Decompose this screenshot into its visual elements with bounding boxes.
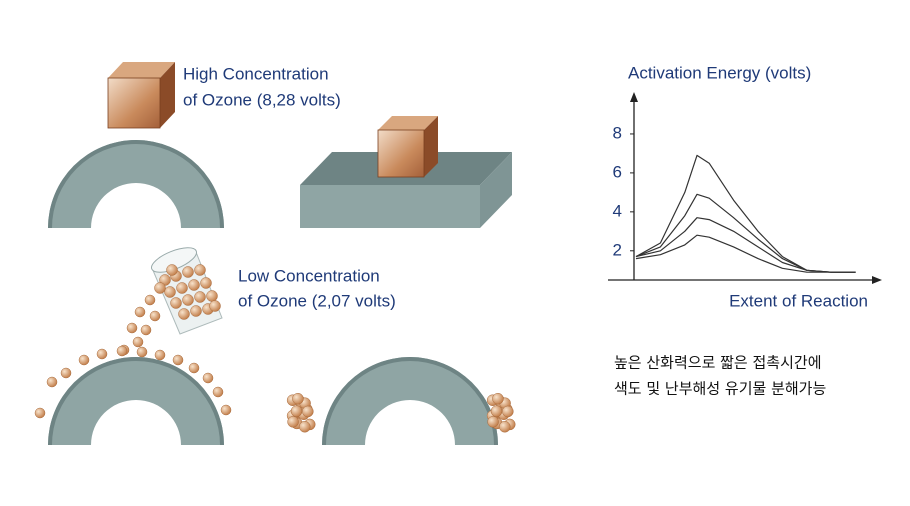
particle [154,282,166,294]
particle [188,362,200,374]
particle [194,291,206,303]
chart: Activation Energy (volts) Extent of Reac… [608,63,882,310]
particle [164,286,176,298]
label: of Ozone (8,28 volts) [183,90,341,109]
particle [492,392,504,405]
y-tick-label: 6 [613,162,622,181]
axis-arrow [630,92,638,102]
particle [502,405,514,418]
particle [499,420,511,433]
particle [299,420,311,433]
y-tick-label: 2 [613,240,622,259]
particle [182,294,194,306]
y-tick-label: 8 [613,123,622,142]
particle [170,297,182,309]
particle [490,405,503,417]
particle [287,416,299,428]
particle [178,308,190,320]
label: of Ozone (2,07 volts) [238,291,396,310]
particle [200,277,212,289]
particle [194,264,206,276]
y-tick-label: 4 [613,201,622,220]
slab [300,152,512,228]
particle [116,345,128,357]
particles [34,264,516,433]
particle [182,266,194,278]
cube [107,62,175,129]
particle [220,404,232,416]
curve [635,234,856,273]
curve [635,217,856,273]
axis-arrow [872,276,882,284]
y-axis-title: Activation Energy (volts) [628,63,811,82]
note: 색도 및 난부해성 유기물 분해가능 [614,380,826,398]
particle [140,324,152,336]
particle [34,407,46,419]
particle [302,405,314,418]
particle [188,279,200,291]
particle [46,376,58,388]
x-axis-title: Extent of Reaction [729,291,868,310]
particle [154,349,166,361]
particle [290,405,303,417]
particle [166,264,178,276]
cube [377,116,438,178]
arch [48,140,224,228]
particle [209,300,221,312]
arch [48,357,224,445]
particle [487,416,499,428]
arch [322,357,498,445]
curve [635,193,856,273]
curve [635,154,856,273]
label: Low Concentration [238,266,380,285]
particle [172,354,184,366]
particle [149,310,161,322]
particle [212,386,224,398]
particle [176,282,188,294]
particle [126,322,138,334]
particle [132,336,144,348]
particle [96,348,108,360]
particle [78,354,90,366]
particle [60,367,72,379]
particle [206,290,218,302]
particle [190,305,202,317]
label: High Concentration [183,64,329,83]
particle [202,372,214,384]
particle [144,294,156,306]
particle [134,306,146,318]
note: 높은 산화력으로 짧은 접촉시간에 [614,354,822,372]
particle [136,346,148,358]
particle [292,392,304,405]
